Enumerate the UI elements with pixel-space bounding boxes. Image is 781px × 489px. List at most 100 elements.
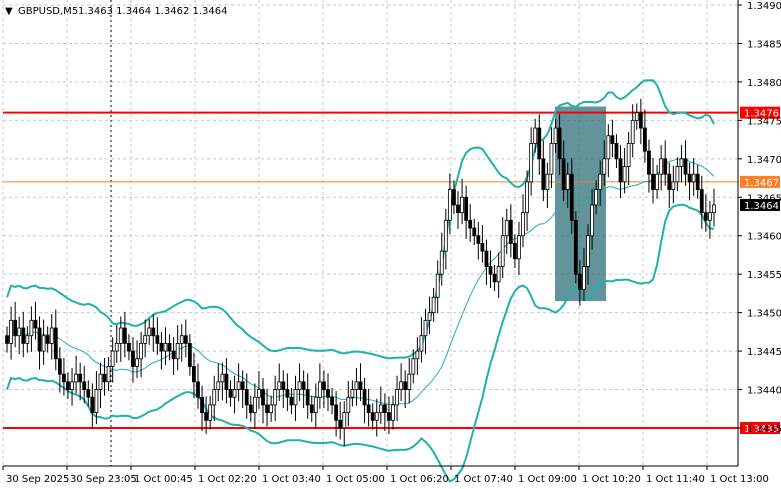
candle-body bbox=[626, 143, 631, 167]
candle-body bbox=[582, 266, 586, 290]
candle-body bbox=[659, 158, 664, 175]
bollinger-upper-band bbox=[6, 79, 715, 360]
candle-body bbox=[248, 404, 253, 414]
candle-body bbox=[53, 327, 58, 360]
candle-body bbox=[594, 189, 599, 206]
candle-body bbox=[602, 158, 607, 175]
candle-body bbox=[289, 396, 294, 406]
candle-body bbox=[675, 166, 680, 183]
candle-body bbox=[5, 335, 9, 344]
candle-body bbox=[476, 235, 481, 244]
price-level-label: 1.3467 bbox=[744, 178, 779, 189]
y-tick-label: 1.3460 bbox=[747, 232, 781, 243]
candle-body bbox=[415, 350, 420, 360]
candle-body bbox=[521, 212, 525, 237]
candle-body bbox=[244, 389, 249, 406]
candle-body bbox=[200, 396, 204, 414]
candle-body bbox=[573, 219, 578, 275]
candle-body bbox=[549, 143, 554, 175]
candle-body bbox=[179, 335, 184, 344]
candle-body bbox=[261, 389, 265, 406]
candle-body bbox=[537, 127, 542, 160]
candle-body bbox=[163, 342, 168, 352]
candle-body bbox=[703, 212, 708, 221]
candle-body bbox=[17, 327, 22, 337]
candle-body bbox=[187, 342, 192, 367]
candle-body bbox=[411, 358, 416, 375]
y-tick-label: 1.3450 bbox=[747, 309, 781, 320]
candle-body bbox=[86, 389, 91, 398]
candle-body bbox=[508, 219, 513, 244]
candle-body bbox=[480, 243, 485, 252]
candle-body bbox=[167, 342, 172, 352]
candle-body bbox=[41, 335, 46, 352]
candle-body bbox=[175, 342, 180, 360]
candle-body bbox=[317, 381, 322, 398]
x-tick-label: 1 Oct 09:00 bbox=[518, 474, 577, 485]
candle-body bbox=[496, 266, 501, 283]
candle-body bbox=[484, 250, 489, 267]
candle-body bbox=[196, 381, 200, 398]
candle-body bbox=[159, 342, 164, 352]
price-level-tag bbox=[740, 106, 780, 119]
price-level-label: 1.3435 bbox=[744, 424, 779, 435]
collapse-triangle-icon[interactable]: ▼ bbox=[5, 6, 13, 17]
candle-body bbox=[305, 389, 310, 406]
candle-body bbox=[257, 389, 261, 398]
candle-body bbox=[512, 243, 517, 260]
candle-body bbox=[387, 412, 391, 421]
y-tick-label: 1.3470 bbox=[747, 155, 781, 166]
candle-body bbox=[232, 389, 237, 398]
candle-body bbox=[252, 396, 257, 414]
candle-body bbox=[695, 173, 700, 190]
candle-body bbox=[74, 373, 78, 383]
candle-body bbox=[139, 342, 144, 360]
candle-body bbox=[638, 112, 643, 129]
candle-body bbox=[45, 335, 50, 344]
candle-body bbox=[683, 158, 688, 175]
candle-body bbox=[504, 219, 509, 237]
ohlc-label: 1.3463 1.3464 1.3462 1.3464 bbox=[78, 6, 228, 17]
candle-body bbox=[456, 204, 460, 214]
candle-body bbox=[13, 319, 18, 337]
candle-body bbox=[82, 381, 87, 390]
candle-body bbox=[224, 373, 229, 390]
candle-body bbox=[183, 335, 188, 344]
candle-body bbox=[565, 173, 570, 190]
y-tick-label: 1.3455 bbox=[747, 270, 781, 281]
y-tick-label: 1.3485 bbox=[747, 39, 781, 50]
candle-body bbox=[131, 350, 135, 367]
candle-body bbox=[634, 112, 639, 121]
candle-body bbox=[362, 389, 367, 406]
candle-body bbox=[326, 389, 330, 398]
candles bbox=[5, 98, 716, 447]
candle-body bbox=[667, 173, 672, 190]
candle-body bbox=[643, 127, 647, 152]
candle-body bbox=[622, 166, 627, 183]
x-tick-label: 1 Oct 06:20 bbox=[390, 474, 449, 485]
candle-body bbox=[338, 419, 343, 429]
candle-body bbox=[500, 235, 505, 267]
candle-body bbox=[127, 342, 131, 352]
candle-body bbox=[62, 373, 66, 383]
candle-body bbox=[663, 158, 668, 175]
candle-body bbox=[533, 127, 538, 144]
candle-body bbox=[273, 389, 278, 406]
y-tick-label: 1.3435 bbox=[747, 424, 781, 435]
x-tick-label: 30 Sep 2025 bbox=[6, 474, 69, 485]
chart-grid bbox=[2, 0, 738, 466]
candle-body bbox=[553, 127, 558, 144]
candle-body bbox=[708, 212, 712, 221]
candle-body bbox=[102, 373, 107, 383]
y-tick-label: 1.3475 bbox=[747, 116, 781, 127]
candle-body bbox=[419, 335, 424, 352]
candle-body bbox=[378, 404, 383, 414]
candle-body bbox=[240, 381, 245, 390]
candle-body bbox=[374, 412, 379, 421]
candle-body bbox=[655, 173, 659, 190]
candle-body bbox=[358, 381, 363, 390]
candle-body bbox=[427, 312, 432, 321]
x-tick-label: 1 Oct 05:00 bbox=[326, 474, 385, 485]
